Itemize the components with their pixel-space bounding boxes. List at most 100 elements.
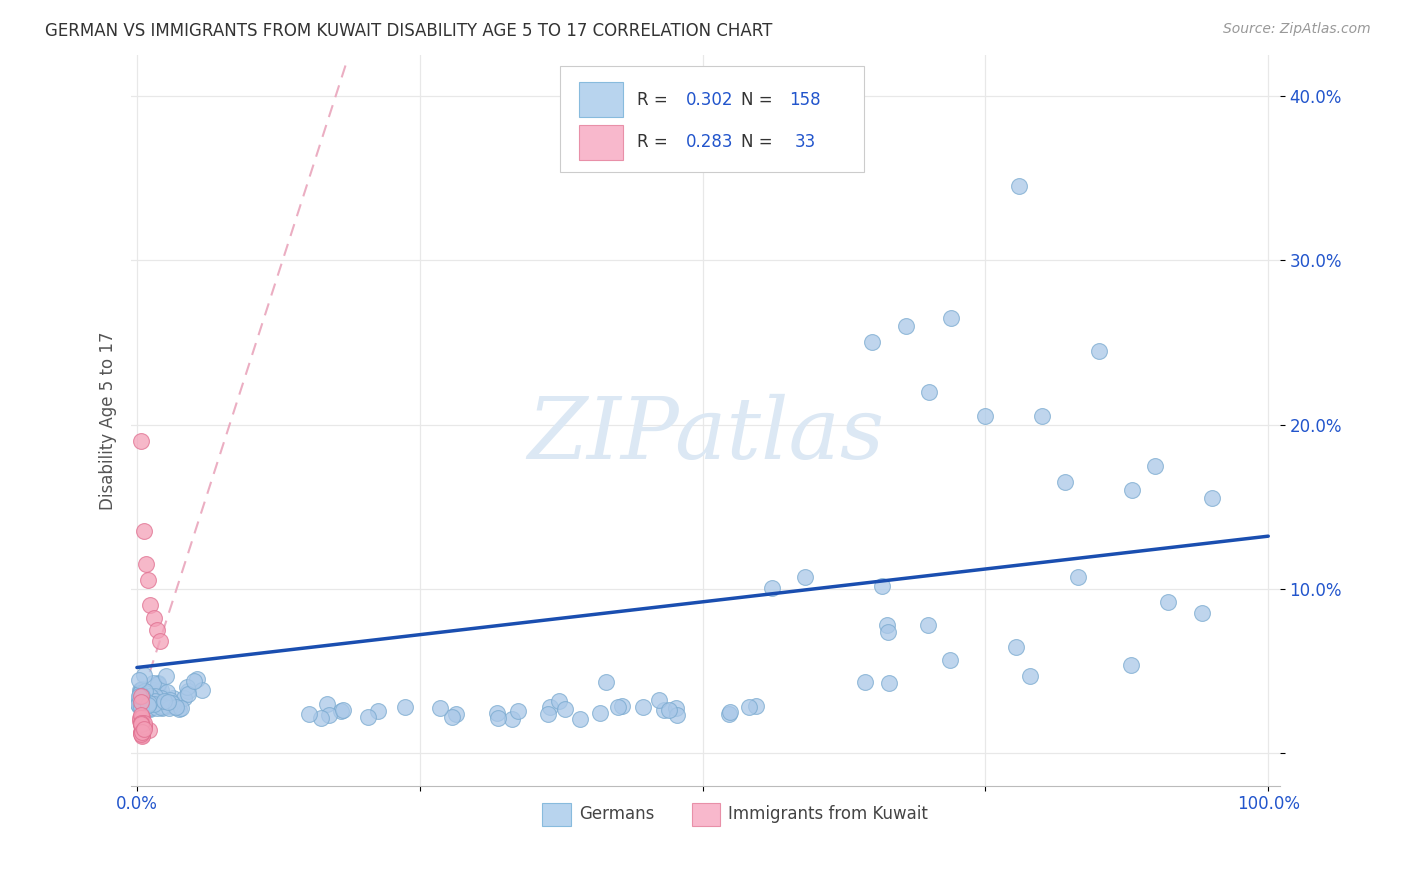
Point [143,697,166,711]
Point [131,691,153,706]
Point [429,701,451,715]
Point [153,691,176,706]
Point [357,710,380,724]
Point [652,703,675,717]
Point [132,524,155,539]
Point [138,696,160,710]
Point [1121,483,1143,498]
Point [146,623,169,637]
Point [896,318,918,333]
Point [917,618,939,632]
Point [1031,409,1053,424]
Text: N =: N = [741,91,773,109]
Point [160,696,183,710]
Bar [543,803,571,826]
Point [309,711,332,725]
Point [793,570,815,584]
Point [332,702,354,716]
Point [132,721,155,735]
Point [876,625,898,640]
Point [658,703,681,717]
Point [718,705,741,719]
Point [157,701,180,715]
Point [136,693,159,707]
Point [838,146,860,161]
Point [444,707,467,722]
Point [131,728,153,742]
Text: Source: ZipAtlas.com: Source: ZipAtlas.com [1223,22,1371,37]
Point [166,699,188,714]
Point [128,696,150,710]
Point [139,702,162,716]
Point [537,707,560,722]
Point [132,719,155,733]
Point [135,557,157,571]
Point [143,690,166,704]
Point [1087,343,1109,358]
Point [135,691,157,706]
Point [589,706,612,720]
Point [129,708,152,723]
Point [612,698,634,713]
Point [506,704,529,718]
Point [132,722,155,736]
Point [1119,658,1142,673]
Point [183,673,205,688]
Point [134,719,156,733]
Point [501,712,523,726]
Point [1144,458,1167,473]
Point [738,700,761,714]
Point [142,690,165,704]
Bar [579,125,623,160]
Point [548,694,571,708]
Point [165,700,187,714]
Point [718,707,741,722]
Point [153,697,176,711]
Point [860,335,883,350]
Point [131,690,153,704]
Point [129,695,152,709]
Point [142,611,165,625]
Point [149,691,172,706]
Point [131,718,153,732]
Point [129,686,152,700]
Point [129,711,152,725]
Point [139,598,162,612]
Point [633,700,655,714]
Point [877,676,900,690]
Point [128,686,150,700]
Point [143,696,166,710]
Point [876,618,898,632]
Point [173,690,195,705]
Point [131,723,153,738]
Point [169,701,191,715]
Point [136,701,159,715]
Point [150,700,173,714]
Text: GERMAN VS IMMIGRANTS FROM KUWAIT DISABILITY AGE 5 TO 17 CORRELATION CHART: GERMAN VS IMMIGRANTS FROM KUWAIT DISABIL… [45,22,772,40]
Point [131,434,153,448]
Point [134,686,156,700]
Text: Germans: Germans [579,805,654,823]
Text: 158: 158 [789,91,821,109]
Point [131,725,153,739]
Point [1191,606,1213,620]
Point [134,668,156,682]
Text: 33: 33 [794,133,817,151]
Point [191,682,214,697]
Point [129,697,152,711]
Point [135,698,157,713]
Point [128,683,150,698]
Point [155,669,177,683]
Point [129,714,152,728]
Point [135,698,157,713]
Point [143,695,166,709]
Bar [692,803,720,826]
Text: ZIPatlas: ZIPatlas [527,393,884,476]
Point [129,711,152,725]
Point [148,634,170,648]
Point [129,688,152,702]
Point [486,706,509,720]
Point [129,717,152,731]
Point [665,707,688,722]
Point [146,700,169,714]
